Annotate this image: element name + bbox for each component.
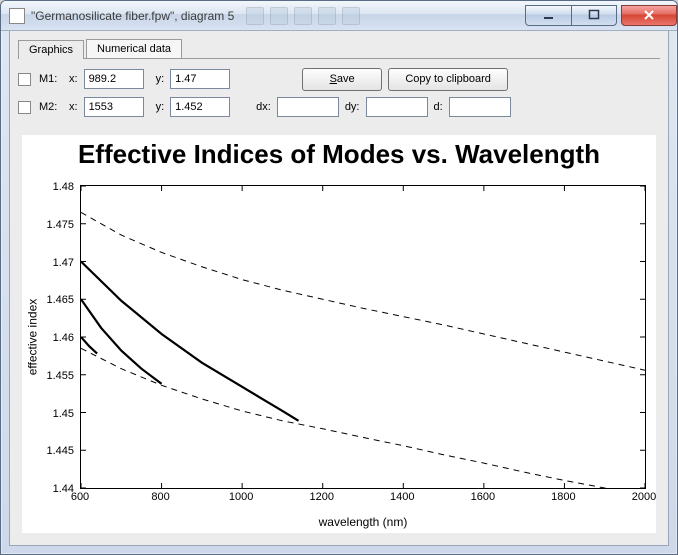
x-tick-label: 600: [71, 491, 89, 503]
m1-label: M1:: [39, 73, 63, 85]
m2-y-input[interactable]: [170, 97, 230, 117]
toolbar-icon-1[interactable]: [246, 7, 264, 25]
y-ticks: 1.441.4451.451.4551.461.4651.471.4751.48: [22, 185, 78, 489]
x-tick-label: 2000: [632, 491, 656, 503]
titlebar-toolbar: [246, 7, 360, 25]
x-ticks: 600800100012001400160018002000: [80, 491, 646, 507]
y-tick-label: 1.455: [46, 370, 74, 382]
m2-x-label: x:: [69, 101, 78, 113]
save-button[interactable]: Save: [302, 68, 382, 91]
minimize-button[interactable]: [525, 5, 571, 26]
toolbar-icon-4[interactable]: [318, 7, 336, 25]
toolbar-icon-2[interactable]: [270, 7, 288, 25]
toolbar-icon-3[interactable]: [294, 7, 312, 25]
m2-y-label: y:: [156, 101, 165, 113]
m2-x-input[interactable]: [84, 97, 144, 117]
x-tick-label: 1400: [390, 491, 414, 503]
save-button-rest: ave: [337, 73, 355, 85]
client-area: Graphics Numerical data M1: x: y: Save C…: [9, 31, 669, 546]
m1-y-label: y:: [156, 73, 165, 85]
tab-bar: Graphics Numerical data: [18, 37, 660, 59]
y-tick-label: 1.45: [53, 408, 74, 420]
controls-panel: M1: x: y: Save Copy to clipboard M2: x: …: [18, 67, 660, 119]
m2-checkbox[interactable]: [18, 101, 31, 114]
y-tick-label: 1.46: [53, 332, 74, 344]
d-label: d:: [434, 101, 443, 113]
dy-label: dy:: [345, 101, 360, 113]
m2-label: M2:: [39, 101, 63, 113]
dy-output: [366, 97, 428, 117]
chart-svg: [81, 186, 645, 488]
x-tick-label: 800: [151, 491, 169, 503]
chart-area: Effective Indices of Modes vs. Wavelengt…: [22, 135, 656, 533]
app-window: "Germanosilicate fiber.fpw", diagram 5 G…: [0, 0, 678, 555]
dx-label: dx:: [256, 101, 271, 113]
maximize-icon: [588, 9, 600, 21]
y-tick-label: 1.475: [46, 219, 74, 231]
x-tick-label: 1000: [229, 491, 253, 503]
app-icon: [9, 8, 25, 24]
d-output: [449, 97, 511, 117]
close-icon: [642, 8, 656, 22]
dx-output: [277, 97, 339, 117]
tab-graphics[interactable]: Graphics: [18, 40, 84, 59]
copy-to-clipboard-button[interactable]: Copy to clipboard: [388, 68, 508, 91]
titlebar[interactable]: "Germanosilicate fiber.fpw", diagram 5: [1, 1, 677, 31]
y-tick-label: 1.465: [46, 294, 74, 306]
window-title: "Germanosilicate fiber.fpw", diagram 5: [31, 9, 234, 23]
chart-title: Effective Indices of Modes vs. Wavelengt…: [22, 139, 656, 170]
x-tick-label: 1600: [471, 491, 495, 503]
y-tick-label: 1.47: [53, 257, 74, 269]
m1-y-input[interactable]: [170, 69, 230, 89]
chart-xlabel: wavelength (nm): [80, 515, 646, 529]
x-tick-label: 1200: [309, 491, 333, 503]
close-button[interactable]: [621, 5, 677, 26]
y-tick-label: 1.445: [46, 445, 74, 457]
m1-x-input[interactable]: [84, 69, 144, 89]
toolbar-icon-5[interactable]: [342, 7, 360, 25]
maximize-button[interactable]: [571, 5, 617, 26]
m1-checkbox[interactable]: [18, 73, 31, 86]
m1-x-label: x:: [69, 73, 78, 85]
minimize-icon: [543, 9, 555, 21]
y-tick-label: 1.48: [53, 181, 74, 193]
tab-numerical-data[interactable]: Numerical data: [86, 39, 182, 58]
chart-plot[interactable]: [80, 185, 646, 489]
x-tick-label: 1800: [551, 491, 575, 503]
